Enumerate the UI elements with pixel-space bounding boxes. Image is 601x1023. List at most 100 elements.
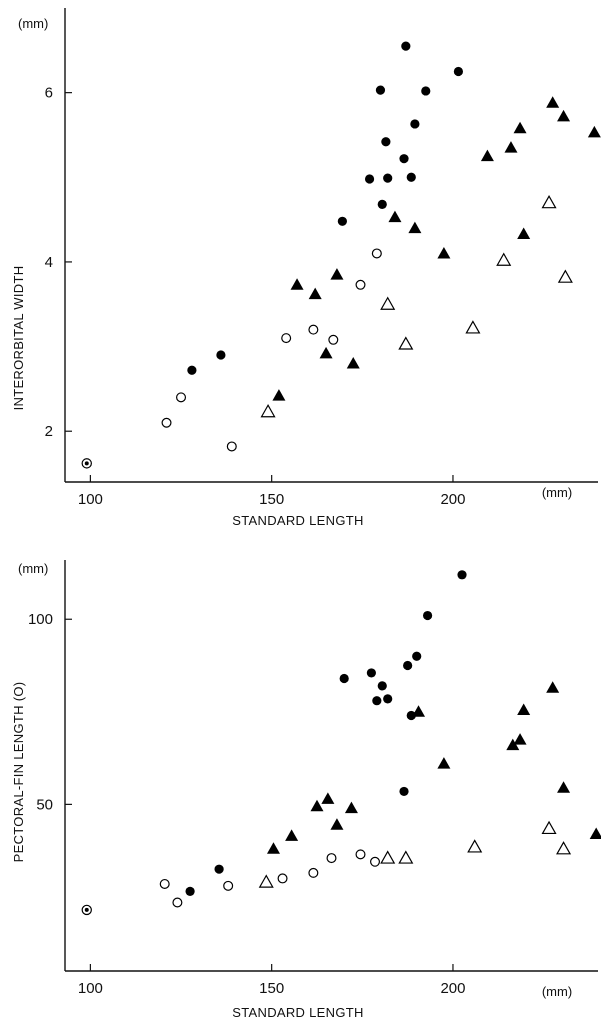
filled-triangle-point (344, 801, 358, 814)
open-triangle-point (557, 269, 573, 283)
marks-layer (81, 570, 601, 916)
filled-triangle-point (504, 141, 518, 153)
filled-triangle-point (272, 389, 286, 401)
filled-circle-point (383, 694, 393, 704)
y-axis-title: INTERORBITAL WIDTH (11, 266, 26, 411)
filled-circle-point (410, 119, 420, 129)
x-tick-label: 150 (259, 980, 284, 997)
bullseye-center (84, 461, 89, 466)
open-triangle-point (380, 850, 396, 864)
filled-triangle-point (308, 287, 322, 300)
tick-layer: 100 150 200 50 100 (28, 560, 598, 997)
x-unit-label: (mm) (542, 485, 572, 500)
filled-circle-point (422, 610, 433, 621)
open-triangle-point (556, 841, 572, 855)
open-triangle-point (541, 194, 557, 209)
y-unit-label: (mm) (18, 16, 48, 31)
filled-circle-point (406, 172, 416, 182)
filled-triangle-point (480, 149, 494, 162)
y-tick-label: 4 (45, 254, 53, 271)
filled-triangle-point (557, 781, 571, 793)
filled-circle-point (377, 199, 387, 209)
x-tick-label: 150 (259, 491, 284, 508)
bullseye-point (81, 458, 92, 469)
filled-triangle-point (408, 221, 422, 234)
filled-circle-point (337, 216, 347, 226)
filled-triangle-point (330, 818, 344, 830)
filled-triangle-point (587, 125, 601, 138)
filled-triangle-point (266, 842, 280, 854)
filled-circle-point (339, 673, 349, 684)
filled-triangle-point (285, 829, 299, 841)
filled-triangle-point (319, 346, 333, 359)
filled-triangle-point (290, 278, 304, 290)
filled-circle-point (214, 864, 224, 874)
x-unit-label: (mm) (542, 984, 572, 999)
open-circle-point (308, 324, 319, 335)
filled-triangle-point (437, 246, 451, 259)
filled-triangle-point (546, 96, 560, 108)
x-tick-label: 200 (440, 980, 465, 997)
y-tick-label: 2 (45, 423, 53, 440)
filled-circle-point (399, 786, 409, 797)
open-circle-point (281, 333, 292, 344)
open-triangle-point (260, 404, 276, 418)
open-triangle-point (258, 874, 274, 888)
y-tick-label: 100 (28, 611, 53, 628)
filled-circle-point (372, 696, 382, 706)
filled-triangle-point (517, 703, 531, 715)
filled-triangle-point (513, 121, 527, 134)
open-circle-point (371, 248, 382, 259)
filled-triangle-point (517, 227, 531, 239)
filled-triangle-point (513, 733, 527, 745)
open-circle-point (370, 856, 381, 867)
open-circle-point (355, 849, 366, 860)
open-triangle-point (398, 850, 414, 864)
filled-triangle-point (589, 827, 601, 839)
open-circle-point (161, 417, 172, 428)
filled-circle-point (381, 137, 391, 147)
filled-triangle-point (388, 210, 402, 223)
filled-circle-point (185, 886, 195, 896)
filled-circle-point (453, 66, 464, 77)
filled-triangle-point (321, 792, 335, 804)
x-tick-label: 100 (78, 491, 103, 508)
marks-layer (81, 41, 601, 469)
y-tick-label: 50 (36, 796, 53, 813)
filled-circle-point (421, 86, 431, 96)
y-axis-title: PECTORAL-FIN LENGTH (O) (11, 682, 26, 863)
filled-circle-point (406, 710, 416, 721)
filled-triangle-point (330, 268, 344, 280)
open-triangle-point (467, 839, 483, 853)
filled-circle-point (377, 681, 387, 691)
x-axis-title: STANDARD LENGTH (232, 513, 363, 528)
open-triangle-point (541, 820, 557, 835)
open-circle-point (308, 867, 319, 878)
bullseye-point (81, 904, 92, 916)
open-triangle-point (380, 296, 396, 310)
open-triangle-point (465, 320, 481, 334)
filled-circle-point (399, 154, 409, 164)
open-triangle-point (496, 252, 512, 266)
pectoral-fin-length-chart: (mm) (mm) STANDARD LENGTH PECTORAL-FIN L… (11, 560, 601, 1020)
filled-circle-point (375, 85, 386, 95)
open-circle-point (176, 392, 187, 403)
open-circle-point (223, 880, 234, 891)
filled-triangle-point (557, 109, 571, 122)
filled-circle-point (403, 660, 413, 671)
y-tick-label: 6 (45, 85, 53, 102)
filled-circle-point (412, 651, 422, 661)
filled-circle-point (364, 174, 375, 184)
filled-circle-point (187, 365, 197, 375)
filled-triangle-point (546, 681, 560, 693)
filled-triangle-point (437, 757, 451, 769)
bullseye-center (84, 907, 89, 912)
filled-circle-point (366, 668, 376, 678)
filled-circle-point (216, 350, 226, 360)
filled-triangle-point (310, 799, 324, 812)
open-circle-point (159, 878, 170, 889)
open-circle-point (326, 853, 337, 864)
open-circle-point (355, 279, 366, 290)
x-tick-label: 200 (440, 491, 465, 508)
